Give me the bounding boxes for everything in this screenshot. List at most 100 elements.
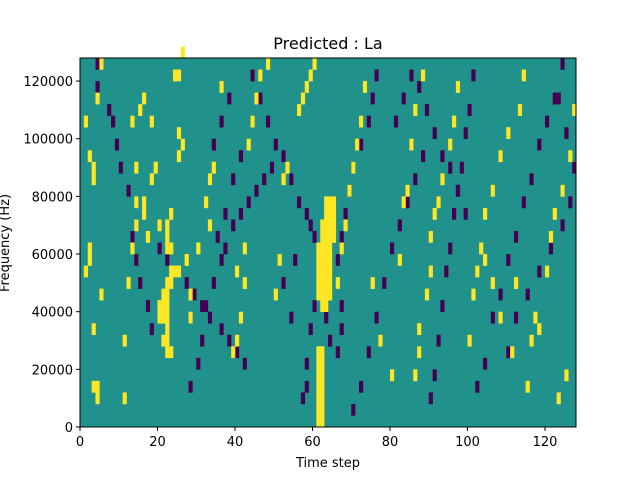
heatmap-cell-low	[118, 161, 123, 174]
heatmap-cell-low	[304, 207, 309, 220]
heatmap-cell-high	[572, 104, 577, 116]
heatmap-cell-high	[409, 138, 414, 151]
heatmap-cell-high	[246, 138, 251, 151]
heatmap-cell-low	[219, 323, 224, 336]
heatmap-cell-high	[176, 69, 182, 82]
heatmap-cell-high	[320, 403, 325, 416]
heatmap-cell-high	[428, 265, 433, 278]
heatmap-cell-high	[324, 300, 329, 312]
heatmap-cell-high	[397, 254, 402, 266]
heatmap-cell-high	[134, 161, 139, 174]
heatmap-cell-low	[111, 115, 116, 128]
heatmap-cell-low	[227, 334, 232, 347]
heatmap-cell-low	[421, 150, 426, 163]
heatmap-cell-low	[498, 288, 503, 301]
heatmap-cell-high	[176, 150, 182, 163]
heatmap-cell-low	[227, 92, 232, 105]
x-tick-label: 60	[304, 435, 321, 450]
heatmap-cell-high	[165, 311, 170, 324]
heatmap-cell-high	[145, 230, 151, 243]
heatmap-cell-high	[169, 277, 174, 289]
heatmap-cell-high	[176, 265, 182, 278]
heatmap-cell-high	[390, 369, 395, 382]
heatmap-cell-low	[242, 357, 247, 370]
heatmap-cell-high	[204, 196, 209, 209]
heatmap-cell-high	[436, 196, 441, 209]
heatmap-cell-high	[506, 127, 511, 140]
heatmap-cell-high	[448, 138, 453, 151]
heatmap-cell-high	[498, 311, 503, 324]
heatmap-cell-high	[95, 392, 100, 405]
heatmap-cell-high	[537, 323, 542, 336]
heatmap-cell-low	[312, 230, 317, 243]
heatmap-cell-high	[250, 115, 255, 128]
heatmap-cell-high	[320, 346, 325, 359]
heatmap-cell-high	[99, 58, 104, 70]
heatmap-cell-high	[324, 230, 329, 243]
heatmap-cell-high	[324, 219, 329, 232]
heatmap-cell-low	[289, 173, 294, 186]
heatmap-cell-high	[169, 207, 174, 220]
heatmap-cell-low	[459, 161, 464, 174]
heatmap-cell-high	[83, 115, 89, 128]
heatmap-cell-low	[188, 380, 193, 393]
y-axis-label: Frequency (Hz)	[0, 194, 13, 292]
heatmap-cell-low	[246, 196, 251, 209]
heatmap-cell-low	[312, 300, 317, 312]
heatmap-cell-low	[370, 92, 375, 105]
heatmap-cell-low	[95, 58, 100, 70]
plot-area	[80, 46, 577, 428]
heatmap-cell-high	[362, 81, 368, 93]
heatmap-cell-high	[180, 138, 185, 151]
y-tick-label: 40000	[32, 306, 73, 321]
heatmap-cell-high	[324, 288, 329, 301]
y-tick-label: 60000	[32, 248, 73, 263]
heatmap-cell-low	[514, 311, 519, 324]
heatmap-cell-low	[560, 58, 565, 70]
heatmap-cell-low	[196, 357, 201, 370]
heatmap-cell-low	[413, 173, 418, 186]
heatmap-cell-low	[254, 184, 259, 197]
heatmap-cell-low	[572, 161, 577, 174]
heatmap-cell-low	[335, 254, 340, 266]
heatmap-cell-high	[142, 207, 147, 220]
heatmap-cell-low	[204, 300, 209, 312]
heatmap-cell-low	[324, 311, 329, 324]
heatmap-cell-high	[490, 184, 495, 197]
heatmap-cell-low	[359, 138, 364, 151]
heatmap-cell-high	[320, 357, 325, 370]
heatmap-cell-low	[444, 265, 449, 278]
heatmap-cell-low	[219, 115, 224, 128]
heatmap-cell-high	[87, 242, 92, 255]
heatmap-cell-high	[331, 219, 337, 232]
heatmap-cell-low	[300, 392, 306, 405]
heatmap-cell-low	[483, 357, 488, 370]
heatmap-cell-high	[343, 219, 348, 232]
heatmap-cell-high	[219, 81, 224, 93]
heatmap-cell-low	[223, 207, 228, 220]
heatmap-cell-high	[328, 219, 333, 232]
heatmap-cell-low	[273, 138, 278, 151]
heatmap-cell-high	[273, 288, 278, 301]
heatmap-cell-high	[297, 104, 302, 116]
heatmap-cell-high	[510, 346, 515, 359]
heatmap-cell-low	[359, 380, 364, 393]
heatmap-cell-high	[99, 288, 104, 301]
heatmap-cell-high	[552, 207, 557, 220]
heatmap-cell-high	[339, 242, 344, 255]
heatmap-cell-low	[304, 357, 309, 370]
x-tick-label: 40	[227, 435, 244, 450]
heatmap-cell-low	[200, 334, 205, 347]
heatmap-cell-low	[192, 288, 197, 301]
heatmap-cell-low	[138, 277, 143, 289]
heatmap-cell-low	[390, 242, 395, 255]
heatmap-cell-low	[471, 69, 476, 82]
heatmap-cell-high	[87, 150, 92, 163]
heatmap-cell-high	[320, 392, 325, 405]
heatmap-cell-low	[432, 369, 437, 382]
heatmap-cell-low	[448, 161, 453, 174]
heatmap-cell-low	[145, 300, 151, 312]
heatmap-cell-high	[359, 115, 364, 128]
heatmap-cell-high	[169, 265, 174, 278]
heatmap-cell-high	[165, 230, 170, 243]
